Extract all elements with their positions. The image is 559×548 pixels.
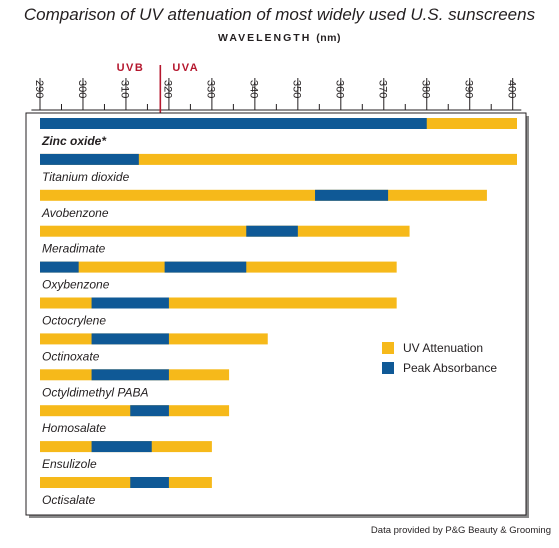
uva-label: UVA	[172, 62, 199, 74]
legend: UV Attenuation Peak Absorbance	[382, 341, 497, 375]
row-label: Octisalate	[42, 493, 96, 507]
row-label: Octinoxate	[42, 349, 100, 363]
legend-swatch	[382, 362, 394, 374]
x-axis-unit: (nm)	[316, 32, 341, 44]
peak-bar	[91, 333, 169, 345]
row-labels: Zinc oxide* Titanium dioxide Avobenzone Mer…	[41, 134, 148, 507]
row-label: Zinc oxide*	[41, 134, 107, 148]
peak-bar	[40, 153, 139, 165]
attenuation-bar	[40, 477, 212, 488]
peak-bar	[40, 261, 79, 273]
bars	[40, 118, 517, 488]
x-axis-label-text: WAVELENGTH	[218, 32, 312, 44]
x-tick-label-390: 390	[463, 80, 475, 98]
peak-bar	[91, 441, 152, 453]
legend-label: UV Attenuation	[403, 341, 483, 355]
x-tick-label-380: 380	[420, 80, 432, 98]
uvb-label: UVB	[117, 62, 145, 74]
x-tick-label-290: 290	[33, 80, 45, 98]
peak-bar	[130, 405, 169, 417]
x-tick-label-340: 340	[248, 80, 260, 98]
x-tick-label-330: 330	[205, 80, 217, 98]
attenuation-bar	[40, 153, 517, 165]
peak-bar	[315, 189, 389, 201]
source-note: Data provided by P&G Beauty & Grooming	[370, 525, 551, 536]
chart-title: Comparison of UV attenuation of most wid…	[23, 5, 536, 24]
x-tick-label-310: 310	[119, 80, 131, 98]
row-label: Octocrylene	[42, 314, 106, 328]
x-tick-label-320: 320	[162, 80, 174, 98]
row-label: Avobenzone	[41, 206, 109, 220]
row-label: Octyldimethyl PABA	[42, 385, 148, 399]
row-label: Titanium dioxide	[42, 170, 130, 184]
attenuation-bar	[40, 189, 487, 201]
attenuation-bar	[40, 297, 397, 309]
row-label: Oxybenzone	[42, 278, 110, 292]
x-tick-label-360: 360	[334, 80, 346, 98]
x-tick-label-350: 350	[291, 80, 303, 98]
peak-bar	[91, 369, 169, 381]
x-axis: 290 300 310 320 330 340 350 360 370 380 390 400 UVB U…	[31, 62, 522, 515]
x-tick-label-370: 370	[377, 80, 389, 98]
x-axis-label: WAVELENGTH (nm)	[0, 32, 559, 44]
row-label: Meradimate	[42, 242, 106, 256]
x-tick-label-400: 400	[505, 80, 517, 98]
legend-swatch	[382, 342, 394, 354]
peak-bar	[164, 261, 247, 273]
peak-bar	[91, 297, 169, 309]
plot-frame	[25, 112, 529, 518]
row-label: Ensulizole	[42, 457, 97, 471]
row-label: Homosalate	[42, 421, 106, 435]
x-tick-label-300: 300	[76, 80, 88, 98]
peak-bar	[40, 118, 427, 129]
legend-label: Peak Absorbance	[403, 361, 497, 375]
attenuation-bar	[40, 225, 410, 237]
peak-bar	[246, 225, 298, 237]
peak-bar	[130, 477, 169, 488]
